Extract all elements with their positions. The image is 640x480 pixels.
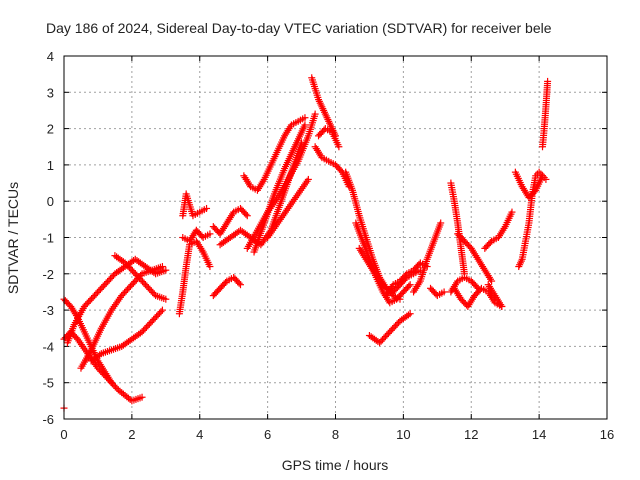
data-point bbox=[138, 393, 146, 401]
data-point bbox=[158, 306, 166, 314]
x-axis-label: GPS time / hours bbox=[282, 457, 389, 473]
y-tick-label: -4 bbox=[42, 339, 54, 354]
data-point bbox=[488, 277, 496, 285]
data-point bbox=[162, 295, 170, 303]
data-point bbox=[235, 279, 243, 287]
data-point bbox=[304, 175, 312, 183]
data-point bbox=[96, 351, 104, 359]
data-point bbox=[406, 281, 414, 289]
data-point bbox=[381, 283, 389, 291]
data-point bbox=[301, 121, 309, 129]
data-point bbox=[537, 170, 545, 178]
x-tick-label: 0 bbox=[60, 427, 67, 442]
data-point bbox=[404, 311, 412, 319]
y-axis-label: SDTVAR / TECUs bbox=[5, 182, 21, 294]
data-point bbox=[162, 266, 170, 274]
data-point bbox=[498, 302, 506, 310]
data-point bbox=[301, 114, 309, 122]
x-tick-label: 4 bbox=[196, 427, 203, 442]
data-point bbox=[508, 208, 516, 216]
x-tick-label: 12 bbox=[464, 427, 478, 442]
data-point bbox=[236, 281, 244, 289]
data-point bbox=[440, 288, 448, 296]
data-point bbox=[311, 110, 319, 118]
y-tick-label: 3 bbox=[47, 85, 54, 100]
data-point bbox=[530, 188, 538, 196]
data-point bbox=[157, 308, 165, 316]
data-point bbox=[158, 263, 166, 271]
data-point bbox=[405, 282, 413, 290]
y-tick-label: -1 bbox=[42, 231, 54, 246]
data-point bbox=[401, 271, 409, 279]
data-point bbox=[337, 167, 345, 175]
chart-title: Day 186 of 2024, Sidereal Day-to-day VTE… bbox=[46, 20, 552, 36]
data-point bbox=[206, 263, 214, 271]
data-point bbox=[544, 77, 552, 85]
data-points bbox=[60, 74, 552, 412]
y-tick-label: 4 bbox=[47, 49, 54, 64]
x-tick-label: 6 bbox=[264, 427, 271, 442]
y-tick-label: -5 bbox=[42, 376, 54, 391]
x-tick-label: 16 bbox=[600, 427, 614, 442]
data-point bbox=[206, 230, 214, 238]
data-point bbox=[406, 310, 414, 318]
y-tick-label: -3 bbox=[42, 303, 54, 318]
x-tick-label: 8 bbox=[332, 427, 339, 442]
data-point bbox=[539, 172, 547, 180]
data-point bbox=[203, 204, 211, 212]
data-point bbox=[242, 210, 250, 218]
data-point bbox=[486, 239, 494, 247]
data-point bbox=[243, 212, 251, 220]
data-point bbox=[437, 219, 445, 227]
y-tick-label: 2 bbox=[47, 122, 54, 137]
data-point bbox=[335, 143, 343, 151]
x-tick-label: 10 bbox=[396, 427, 410, 442]
y-tick-label: 0 bbox=[47, 194, 54, 209]
plot-frame bbox=[63, 55, 608, 420]
y-tick-label: 1 bbox=[47, 158, 54, 173]
data-point bbox=[222, 279, 230, 287]
y-tick-label: -2 bbox=[42, 267, 54, 282]
y-tick-label: -6 bbox=[42, 412, 54, 427]
x-tick-label: 2 bbox=[128, 427, 135, 442]
x-tick-label: 14 bbox=[532, 427, 546, 442]
